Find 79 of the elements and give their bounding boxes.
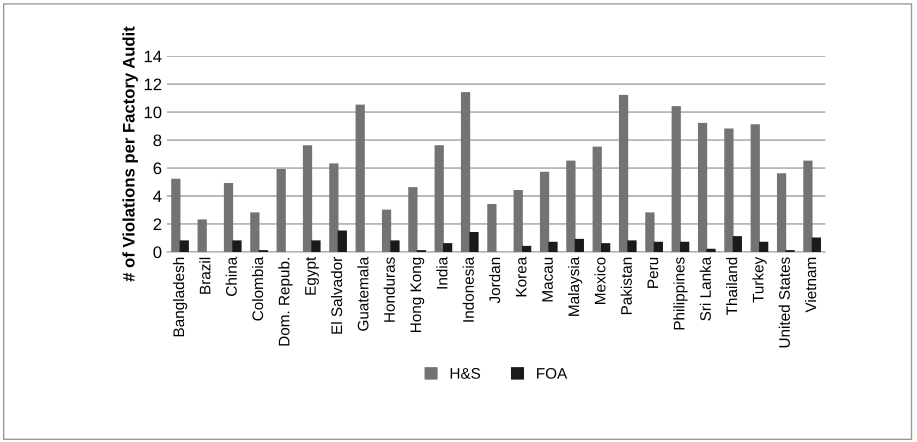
legend-label: H&S: [450, 368, 480, 379]
x-tick-label: Peru: [648, 258, 658, 288]
x-tick-label: China: [226, 256, 237, 296]
bar: [759, 242, 768, 252]
y-tick-label: 6: [154, 162, 162, 174]
x-tick-label: Mexico: [594, 257, 606, 304]
bar: [724, 128, 734, 252]
bar: [706, 248, 716, 252]
y-tick-label: 0: [153, 246, 162, 258]
x-tick-label: Turkey: [752, 256, 767, 303]
x-tick-label: Pakistan: [620, 258, 632, 314]
bar: [232, 240, 242, 252]
bar: [382, 210, 392, 252]
bar: [574, 238, 584, 252]
bar: [812, 238, 821, 252]
bar: [601, 243, 610, 252]
x-tick-label: Jordan: [488, 258, 500, 304]
x-tick-label: Vietnam: [805, 258, 816, 313]
bar: [540, 172, 550, 252]
x-tick-label: Hong Kong: [410, 258, 424, 332]
bar: [645, 212, 655, 252]
bar: [566, 160, 576, 252]
x-tick-label: India: [436, 256, 448, 289]
bar: [732, 236, 742, 252]
x-tick-label: Indonesia: [462, 256, 474, 322]
x-tick-label: Honduras: [384, 257, 395, 322]
y-tick-label: 8: [153, 134, 162, 146]
y-axis-title: # of Violations per Factory Audit: [122, 26, 138, 282]
x-tick-label: Thailand: [726, 258, 738, 316]
x-tick-label: Dom. Repub.: [278, 258, 293, 346]
bar: [460, 92, 470, 252]
bar: [548, 242, 558, 252]
bar: [514, 190, 523, 252]
bar: [224, 182, 234, 252]
x-tick-label: United States: [778, 257, 790, 348]
bar: [408, 187, 418, 252]
bar: [311, 240, 321, 252]
bar: [180, 240, 189, 252]
bar: [171, 178, 180, 252]
x-tick-label: Korea: [516, 256, 527, 296]
y-tick-label: 12: [144, 78, 162, 90]
y-tick-label: 2: [154, 218, 162, 230]
bar: [329, 163, 338, 252]
bar: [680, 242, 690, 252]
bar: [776, 173, 786, 252]
y-tick-label: 10: [144, 106, 162, 118]
x-tick-label: Malaysia: [568, 256, 582, 316]
x-tick-label: Egypt: [305, 256, 319, 295]
bar: [627, 240, 637, 252]
bar: [672, 106, 681, 252]
x-tick-label: Guatemala: [357, 256, 369, 331]
x-tick-label: Sri Lanka: [700, 256, 711, 321]
x-tick-label: Macau: [542, 258, 553, 302]
bar: [750, 124, 760, 252]
x-tick-label: El Salvador: [330, 257, 342, 334]
bar: [198, 219, 207, 252]
bar: [443, 243, 452, 252]
y-tick-label: 4: [153, 190, 162, 202]
bar: [803, 160, 813, 252]
legend-label: FOA: [537, 368, 568, 379]
bar: [390, 240, 400, 252]
bar: [487, 204, 497, 252]
bar: [698, 122, 708, 252]
x-tick-label: Brazil: [199, 258, 210, 294]
bar: [302, 145, 312, 252]
bar: [469, 232, 479, 252]
bar: [592, 146, 602, 252]
y-tick-label: 14: [144, 50, 162, 62]
x-tick-label: Philippines: [673, 257, 688, 330]
bar: [618, 94, 628, 252]
x-tick-label: Colombia: [252, 256, 264, 321]
bar: [522, 246, 532, 252]
bar: [338, 230, 347, 252]
x-tick-label: Bangladesh: [172, 258, 188, 336]
bar: [654, 242, 663, 252]
bar: [356, 104, 365, 252]
bar: [434, 145, 444, 252]
bar: [250, 212, 260, 252]
bar: [276, 169, 286, 252]
